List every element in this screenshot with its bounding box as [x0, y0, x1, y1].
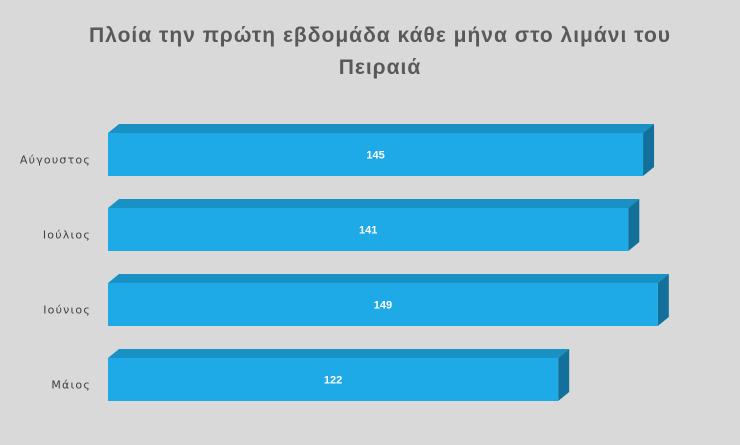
bar-side-face	[558, 349, 570, 401]
category-label: Αύγουστος	[20, 154, 91, 167]
bar-top-face	[108, 124, 655, 133]
chart-title: Πλοία την πρώτη εβδομάδα κάθε μήνα στο λ…	[89, 24, 671, 79]
bar-group-1: 141 Ιούλιος	[43, 199, 640, 251]
bar	[108, 208, 629, 251]
bar-top-face	[108, 274, 669, 283]
bar-top-face	[108, 349, 570, 358]
bar-group-2: 149 Ιούνιος	[43, 274, 669, 326]
data-label: 149	[374, 300, 392, 312]
bar-group-3: 122 Μάιος	[51, 349, 570, 401]
data-label: 145	[366, 150, 384, 162]
bar	[108, 283, 658, 326]
category-label: Μάιος	[51, 379, 91, 392]
bar	[108, 358, 559, 401]
bar-top-face	[108, 199, 640, 208]
data-label: 122	[324, 375, 342, 387]
bar-side-face	[628, 199, 640, 251]
bar-group-0: 145 Αύγουστος	[20, 124, 655, 176]
category-label: Ιούνιος	[43, 304, 91, 317]
bar-side-face	[643, 124, 655, 176]
bar-side-face	[657, 274, 669, 326]
category-label: Ιούλιος	[43, 229, 91, 242]
bar	[108, 133, 644, 176]
data-label: 141	[359, 225, 377, 237]
